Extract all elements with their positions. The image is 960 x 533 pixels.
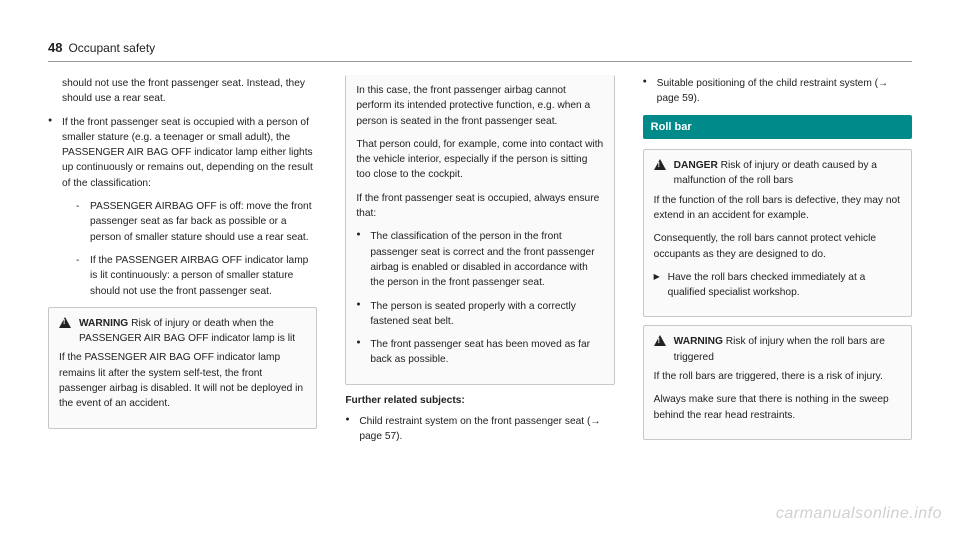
- callout-title-block: WARNING Risk of injury or death when the…: [79, 316, 306, 347]
- subheading: Further related subjects:: [345, 393, 614, 408]
- callout-body: If the PASSENGER AIR BAG OFF indicator l…: [59, 350, 306, 411]
- watermark: carmanualsonline.info: [776, 505, 942, 523]
- dash-list: PASSENGER AIRBAG OFF is off: move the fr…: [62, 199, 317, 299]
- page-number: 48: [48, 40, 62, 55]
- intro-text: should not use the front passenger seat.…: [48, 76, 317, 107]
- bullet-list: If the front passenger seat is occupied …: [48, 115, 317, 299]
- callout-title: WARNING: [79, 318, 128, 329]
- column-1: should not use the front passenger seat.…: [48, 76, 317, 453]
- bullet-list: The classification of the person in the …: [356, 229, 603, 367]
- bullet-list: Child restraint system on the front pass…: [345, 414, 614, 445]
- callout-head: DANGER Risk of injury or death caused by…: [654, 158, 901, 189]
- body-text: If the front passenger seat is occupied,…: [356, 191, 603, 222]
- callout-head: WARNING Risk of injury or death when the…: [59, 316, 306, 347]
- danger-callout: DANGER Risk of injury or death caused by…: [643, 149, 912, 317]
- warning-callout: WARNING Risk of injury or death when the…: [48, 307, 317, 429]
- callout-body: Consequently, the roll bars cannot prote…: [654, 231, 901, 262]
- body-text: That person could, for example, come int…: [356, 137, 603, 183]
- list-item: Suitable positioning of the child restra…: [643, 76, 912, 107]
- callout-title-block: DANGER Risk of injury or death caused by…: [674, 158, 901, 189]
- danger-icon: [654, 159, 666, 170]
- warning-callout: WARNING Risk of injury when the roll bar…: [643, 325, 912, 439]
- callout-head: WARNING Risk of injury when the roll bar…: [654, 334, 901, 365]
- bullet-list: Suitable positioning of the child restra…: [643, 76, 912, 107]
- callout-title: DANGER: [674, 160, 718, 171]
- warning-continuation: In this case, the front passenger airbag…: [345, 75, 614, 385]
- list-item: The front passenger seat has been moved …: [356, 337, 603, 368]
- list-item: If the PASSENGER AIRBAG OFF indicator la…: [76, 253, 317, 299]
- callout-title-block: WARNING Risk of injury when the roll bar…: [674, 334, 901, 365]
- warning-icon: [654, 335, 666, 346]
- list-text: If the front passenger seat is occupied …: [62, 117, 313, 189]
- callout-body: If the roll bars are triggered, there is…: [654, 369, 901, 384]
- section-bar: Roll bar: [643, 115, 912, 140]
- callout-body: If the function of the roll bars is defe…: [654, 193, 901, 224]
- list-item: PASSENGER AIRBAG OFF is off: move the fr…: [76, 199, 317, 245]
- content-columns: should not use the front passenger seat.…: [48, 76, 912, 453]
- column-2: In this case, the front passenger airbag…: [345, 76, 614, 453]
- body-text: In this case, the front passenger airbag…: [356, 83, 603, 129]
- warning-icon: [59, 317, 71, 328]
- list-item: The classification of the person in the …: [356, 229, 603, 290]
- section-title: Occupant safety: [68, 41, 155, 55]
- column-3: Suitable positioning of the child restra…: [643, 76, 912, 453]
- page: 48 Occupant safety should not use the fr…: [0, 0, 960, 473]
- callout-body: Always make sure that there is nothing i…: [654, 392, 901, 423]
- list-item: If the front passenger seat is occupied …: [48, 115, 317, 299]
- list-item: The person is seated properly with a cor…: [356, 299, 603, 330]
- callout-title: WARNING: [674, 336, 723, 347]
- action-item: Have the roll bars checked immediately a…: [654, 270, 901, 301]
- list-item: Child restraint system on the front pass…: [345, 414, 614, 445]
- page-header: 48 Occupant safety: [48, 40, 912, 62]
